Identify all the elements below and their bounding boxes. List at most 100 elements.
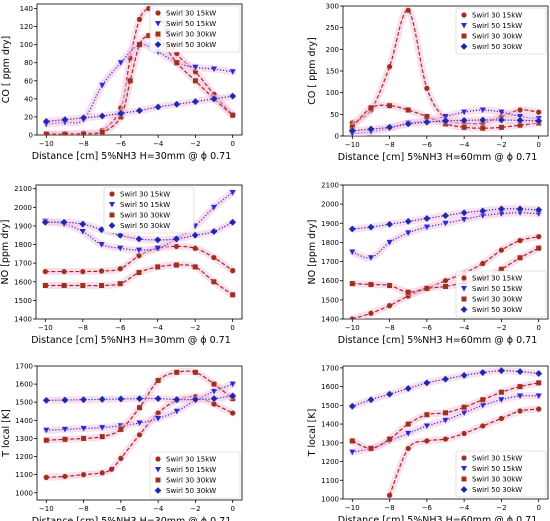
y-tick-label: 1700 bbox=[14, 260, 32, 268]
data-point-s30-30kw bbox=[62, 436, 68, 442]
legend: Swirl 30 15kW Swirl 50 15kW Swirl 30 30kW S… bbox=[455, 7, 547, 55]
chart-panel-5: −10 −8 −6 −4 −2 0 1000 1100 1200 1300 1400 1500 1600… bbox=[1, 363, 243, 521]
data-point-s30-30kw bbox=[137, 405, 142, 411]
legend-label-s50-15kw: Swirl 50 15kW bbox=[166, 466, 216, 474]
data-point-s30-30kw bbox=[368, 282, 374, 288]
data-point-s30-30kw bbox=[480, 397, 486, 403]
data-point-s50-15kw bbox=[136, 247, 142, 254]
legend-label-s50-30kw: Swirl 50 30kW bbox=[166, 487, 216, 495]
legend-marker-s30-15kw bbox=[155, 10, 161, 16]
data-point-s50-30kw bbox=[173, 235, 180, 243]
legend-label-s50-15kw: Swirl 50 15kW bbox=[472, 285, 522, 293]
data-point-s50-30kw bbox=[498, 116, 505, 124]
data-point-s50-30kw bbox=[210, 95, 218, 103]
legend-box bbox=[103, 186, 195, 234]
data-point-s30-30kw bbox=[137, 42, 142, 48]
data-point-s50-15kw bbox=[461, 109, 468, 116]
x-tick-label: −4 bbox=[153, 505, 164, 513]
y-tick-label: 300 bbox=[326, 3, 339, 11]
data-point-s30-15kw bbox=[211, 254, 217, 261]
legend-box bbox=[455, 270, 547, 318]
data-point-s30-30kw bbox=[118, 114, 124, 120]
data-point-s50-30kw bbox=[535, 117, 543, 125]
y-tick-label: 1400 bbox=[14, 316, 32, 324]
x-axis-label: Distance [cm] 5%NH3 H=60mm @ ϕ 0.71 bbox=[338, 152, 538, 163]
data-point-s50-30kw bbox=[386, 390, 393, 398]
x-tick-label: −8 bbox=[384, 141, 394, 149]
data-point-s50-30kw bbox=[154, 236, 162, 244]
y-tick-label: 120 bbox=[20, 23, 33, 31]
y-tick-label: 1700 bbox=[321, 364, 339, 372]
y-tick-label: 1800 bbox=[14, 241, 32, 249]
data-point-s50-15kw bbox=[154, 245, 161, 252]
data-point-s30-30kw bbox=[368, 105, 374, 111]
legend-marker-s50-30kw bbox=[108, 222, 116, 229]
legend-label-s30-15kw: Swirl 30 15kW bbox=[472, 12, 522, 20]
series-layer bbox=[42, 4, 237, 135]
data-point-s30-30kw bbox=[517, 255, 523, 261]
data-point-s30-15kw bbox=[211, 401, 217, 407]
data-point-s50-30kw bbox=[41, 218, 49, 226]
data-point-s30-30kw bbox=[230, 292, 236, 298]
x-tick-label: 0 bbox=[230, 140, 234, 148]
x-tick-label: −6 bbox=[115, 324, 126, 332]
series-layer bbox=[348, 6, 543, 136]
data-point-s50-30kw bbox=[42, 397, 50, 404]
legend-label-s50-15kw: Swirl 50 15kW bbox=[472, 465, 522, 473]
series-line-s30-30kw bbox=[352, 247, 539, 293]
legend-label-s50-30kw: Swirl 50 30kW bbox=[472, 43, 522, 51]
x-tick-label: −2 bbox=[190, 324, 200, 332]
data-point-s30-15kw bbox=[174, 51, 180, 57]
legend-label-s50-30kw: Swirl 50 30kW bbox=[472, 306, 522, 314]
x-tick-label: −6 bbox=[422, 324, 433, 332]
x-tick-label: 0 bbox=[230, 324, 234, 332]
data-point-s50-30kw bbox=[192, 98, 199, 105]
y-tick-label: 1500 bbox=[321, 402, 339, 410]
data-point-s50-30kw bbox=[61, 396, 69, 404]
data-point-s30-30kw bbox=[498, 389, 504, 395]
data-point-s50-30kw bbox=[229, 392, 237, 400]
data-point-s30-15kw bbox=[424, 438, 430, 444]
y-tick-label: 1100 bbox=[321, 477, 339, 485]
legend-box bbox=[455, 7, 547, 55]
data-point-s50-15kw bbox=[155, 416, 162, 422]
legend: Swirl 30 15kW Swirl 50 15kW Swirl 30 30kW S… bbox=[103, 186, 195, 234]
data-point-s50-15kw bbox=[61, 426, 68, 433]
legend-marker-s50-30kw bbox=[460, 306, 468, 313]
y-tick-label: 1000 bbox=[321, 496, 339, 504]
x-axis-label: Distance [cm] 5%NH3 H=30mm @ ϕ 0.71 bbox=[32, 516, 232, 521]
data-point-s30-30kw bbox=[368, 445, 374, 451]
data-point-s30-15kw bbox=[405, 7, 411, 13]
y-tick-label: 1700 bbox=[15, 363, 33, 371]
data-point-s30-15kw bbox=[405, 445, 411, 452]
data-point-s50-15kw bbox=[117, 245, 124, 252]
x-axis-label: Distance [cm] 5%NH3 H=30mm @ ϕ 0.71 bbox=[31, 335, 231, 346]
data-point-s50-30kw bbox=[80, 114, 87, 122]
data-point-s30-15kw bbox=[173, 243, 180, 250]
data-point-s30-15kw bbox=[386, 64, 393, 70]
legend-label-s50-30kw: Swirl 50 30kW bbox=[120, 222, 170, 230]
data-point-s50-30kw bbox=[516, 368, 524, 376]
legend-label-s30-30kw: Swirl 30 30kW bbox=[472, 296, 522, 304]
data-point-s30-15kw bbox=[192, 245, 198, 251]
y-tick-label: 0 bbox=[29, 132, 33, 140]
y-tick-label: 1200 bbox=[321, 458, 339, 466]
data-point-s50-30kw bbox=[98, 112, 106, 120]
data-point-s30-15kw bbox=[136, 253, 142, 259]
x-tick-label: −4 bbox=[459, 141, 470, 149]
legend-marker-s30-15kw bbox=[109, 191, 115, 197]
data-point-s50-30kw bbox=[367, 223, 375, 231]
legend-marker-s30-30kw bbox=[461, 33, 467, 39]
data-point-s50-30kw bbox=[423, 215, 431, 222]
legend-marker-s30-15kw bbox=[461, 455, 467, 461]
y-tick-label: 1600 bbox=[15, 381, 33, 389]
data-point-s30-30kw bbox=[443, 283, 448, 289]
data-point-s50-15kw bbox=[367, 255, 374, 261]
legend-label-s30-15kw: Swirl 30 15kW bbox=[166, 456, 216, 464]
data-point-s30-15kw bbox=[517, 107, 523, 113]
y-tick-label: 1500 bbox=[14, 297, 32, 305]
data-point-s50-30kw bbox=[479, 116, 487, 124]
data-point-s30-30kw bbox=[405, 107, 411, 113]
data-point-s30-15kw bbox=[386, 303, 393, 309]
data-point-s30-30kw bbox=[155, 264, 161, 270]
